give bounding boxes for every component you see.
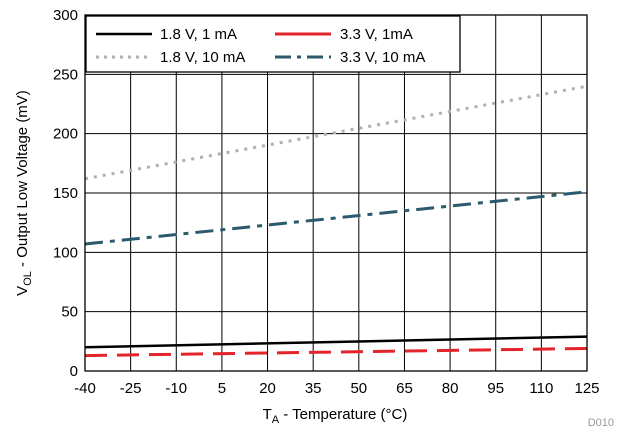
y-axis-title: VOL - Output Low Voltage (mV) [14,90,34,296]
y-tick-label: 0 [70,363,78,380]
y-tick-label: 100 [53,244,78,261]
x-tick-label: 5 [218,380,226,397]
x-tick-label: 20 [259,380,276,397]
x-axis-title: TA - Temperature (°C) [263,406,408,426]
series-lines [84,84,588,358]
y-tick-label: 200 [53,126,78,143]
legend-box [85,15,461,73]
x-tick-label: 35 [305,380,322,397]
x-tick-label: 80 [442,380,459,397]
x-tick-label: -40 [74,380,96,397]
series-line-1-8-v-1-ma [84,335,588,349]
legend: 1.8 V, 1 mA 3.3 V, 1mA 1.8 V, 10 mA 3.3 … [85,15,461,73]
x-axis-title-sub: A [272,414,280,426]
legend-label-3.3v-1ma: 3.3 V, 1mA [340,26,413,43]
series-line-1-8-v-10-ma [84,84,588,181]
tick-labels: -40 -25 -10 5 20 35 50 65 80 95 110 125 0 50 100 150 200… [53,7,600,397]
x-tick-label: 65 [396,380,413,397]
y-tick-label: 150 [53,185,78,202]
y-tick-label: 250 [53,66,78,83]
y-tick-label: 300 [53,7,78,24]
x-tick-label: -10 [165,380,187,397]
y-tick-label: 50 [61,304,78,321]
x-tick-label: -25 [120,380,142,397]
plot-frame [84,14,588,372]
x-axis-title-main: T [263,406,272,423]
series-line-3-3-v-10-ma [84,190,588,246]
legend-label-1.8v-10ma: 1.8 V, 10 mA [160,49,245,66]
legend-label-1.8v-1ma: 1.8 V, 1 mA [160,26,237,43]
x-axis-title-rest: - Temperature (°C) [279,406,407,423]
x-tick-label: 50 [350,380,367,397]
figure-code: D010 [588,417,614,429]
x-tick-label: 110 [529,380,553,397]
x-tick-label: 95 [487,380,504,397]
series-line-3-3-v-1ma [84,346,588,358]
y-axis-title-main: V [14,286,31,296]
y-axis-title-sub: OL [22,271,34,286]
y-axis-title-rest: - Output Low Voltage (mV) [14,90,31,271]
x-tick-label: 125 [574,380,599,397]
legend-label-3.3v-10ma: 3.3 V, 10 mA [340,49,425,66]
